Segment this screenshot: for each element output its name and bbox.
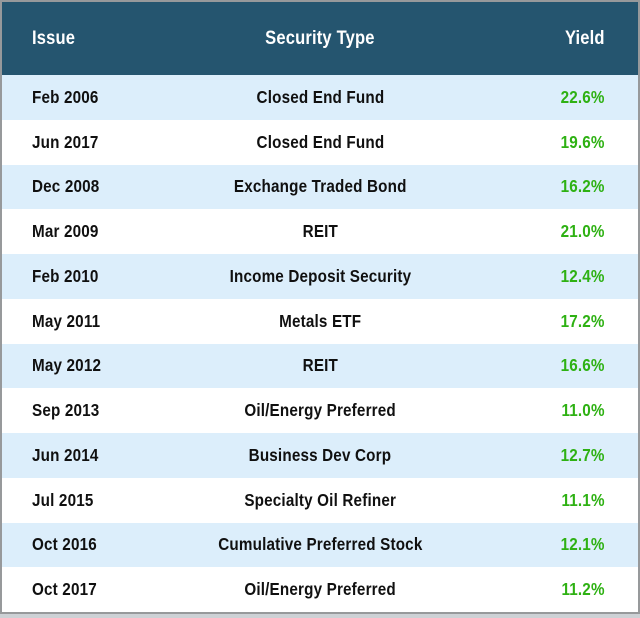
cell-security-type-text: Oil/Energy Preferred xyxy=(244,579,396,600)
cell-security-type-text: Business Dev Corp xyxy=(248,444,392,465)
cell-security-type: Oil/Energy Preferred xyxy=(187,579,453,600)
cell-security-type: Specialty Oil Refiner xyxy=(187,490,453,511)
cell-security-type-text: REIT xyxy=(302,355,338,376)
cell-yield-text: 11.0% xyxy=(561,400,605,421)
table-row: Jun 2017 Closed End Fund 19.6% xyxy=(2,119,638,165)
cell-issue: Oct 2017 xyxy=(2,579,187,600)
column-header-issue: Issue xyxy=(2,28,187,50)
cell-yield-text: 21.0% xyxy=(560,221,605,242)
cell-issue: Mar 2009 xyxy=(2,221,187,242)
cell-issue-text: Oct 2016 xyxy=(32,534,97,555)
cell-yield-text: 16.2% xyxy=(560,176,605,197)
cell-yield: 16.2% xyxy=(453,176,638,197)
cell-security-type: Closed End Fund xyxy=(187,87,453,108)
cell-security-type-text: Closed End Fund xyxy=(256,86,384,107)
table-row: Jun 2014 Business Dev Corp 12.7% xyxy=(2,433,638,478)
cell-security-type-text: Oil/Energy Preferred xyxy=(244,400,396,421)
column-header-security-type-label: Security Type xyxy=(265,27,375,49)
cell-yield-text: 11.2% xyxy=(561,579,605,600)
cell-yield: 11.0% xyxy=(453,400,638,421)
cell-yield-text: 12.4% xyxy=(560,265,605,286)
table-row: Feb 2010 Income Deposit Security 12.4% xyxy=(2,254,638,299)
cell-security-type-text: Metals ETF xyxy=(278,310,362,331)
cell-yield-text: 12.1% xyxy=(560,534,605,555)
table-row: Sep 2013 Oil/Energy Preferred 11.0% xyxy=(2,388,638,433)
cell-yield: 21.0% xyxy=(453,221,638,242)
cell-yield-text: 19.6% xyxy=(560,131,605,152)
cell-yield: 11.2% xyxy=(453,579,638,600)
cell-security-type: REIT xyxy=(187,221,453,242)
cell-yield: 16.6% xyxy=(453,355,638,376)
cell-security-type: Business Dev Corp xyxy=(187,445,453,466)
cell-yield: 19.6% xyxy=(453,132,638,153)
cell-issue: Sep 2013 xyxy=(2,400,187,421)
cell-issue-text: Feb 2006 xyxy=(32,86,99,107)
column-header-issue-label: Issue xyxy=(32,27,76,49)
cell-issue-text: Oct 2017 xyxy=(32,579,97,600)
cell-issue: Feb 2006 xyxy=(2,87,187,108)
column-header-security-type: Security Type xyxy=(187,28,453,50)
cell-security-type: REIT xyxy=(187,355,453,376)
cell-yield-text: 11.1% xyxy=(561,489,605,510)
cell-yield: 11.1% xyxy=(453,490,638,511)
table-row: Mar 2009 REIT 21.0% xyxy=(2,209,638,254)
cell-security-type-text: Specialty Oil Refiner xyxy=(244,489,396,510)
table-row: Oct 2016 Cumulative Preferred Stock 12.1% xyxy=(2,522,638,568)
cell-security-type-text: Income Deposit Security xyxy=(229,265,411,286)
cell-issue-text: Jun 2017 xyxy=(32,131,99,152)
cell-issue: Feb 2010 xyxy=(2,266,187,287)
cell-issue: Dec 2008 xyxy=(2,176,187,197)
cell-security-type: Metals ETF xyxy=(187,311,453,332)
cell-issue-text: Jun 2014 xyxy=(32,444,99,465)
cell-issue-text: May 2012 xyxy=(32,355,102,376)
cell-issue: Oct 2016 xyxy=(2,534,187,555)
cell-yield: 12.7% xyxy=(453,445,638,466)
cell-issue-text: Mar 2009 xyxy=(32,221,99,242)
cell-yield: 17.2% xyxy=(453,311,638,332)
table-header-row: Issue Security Type Yield xyxy=(2,2,638,75)
cell-issue: May 2011 xyxy=(2,311,187,332)
cell-issue-text: Jul 2015 xyxy=(32,489,94,510)
column-header-yield-label: Yield xyxy=(565,27,605,49)
table-row: Oct 2017 Oil/Energy Preferred 11.2% xyxy=(2,567,638,612)
cell-security-type: Cumulative Preferred Stock xyxy=(187,534,453,555)
table-row: Jul 2015 Specialty Oil Refiner 11.1% xyxy=(2,477,638,523)
cell-issue: May 2012 xyxy=(2,355,187,376)
column-header-yield: Yield xyxy=(453,28,638,50)
cell-security-type-text: Exchange Traded Bond xyxy=(233,176,407,197)
cell-security-type: Income Deposit Security xyxy=(187,266,453,287)
cell-yield-text: 17.2% xyxy=(560,310,605,331)
cell-security-type: Exchange Traded Bond xyxy=(187,176,453,197)
cell-yield-text: 22.6% xyxy=(560,86,605,107)
table-body: Feb 2006 Closed End Fund 22.6% Jun 2017 Clos… xyxy=(2,75,638,612)
cell-issue-text: Dec 2008 xyxy=(32,176,100,197)
cell-issue: Jul 2015 xyxy=(2,490,187,511)
table-row: Feb 2006 Closed End Fund 22.6% xyxy=(2,75,638,120)
cell-yield: 12.1% xyxy=(453,534,638,555)
table-row: May 2011 Metals ETF 17.2% xyxy=(2,298,638,344)
cell-security-type-text: Closed End Fund xyxy=(256,131,384,152)
cell-security-type-text: Cumulative Preferred Stock xyxy=(217,534,423,555)
table-row: May 2012 REIT 16.6% xyxy=(2,343,638,389)
cell-yield-text: 12.7% xyxy=(560,444,605,465)
cell-security-type-text: REIT xyxy=(302,221,338,242)
cell-issue-text: May 2011 xyxy=(32,310,101,331)
cell-yield: 22.6% xyxy=(453,87,638,108)
cell-yield-text: 16.6% xyxy=(560,355,605,376)
cell-issue-text: Feb 2010 xyxy=(32,265,99,286)
table-row: Dec 2008 Exchange Traded Bond 16.2% xyxy=(2,164,638,210)
cell-issue: Jun 2017 xyxy=(2,132,187,153)
cell-issue-text: Sep 2013 xyxy=(32,400,100,421)
cell-yield: 12.4% xyxy=(453,266,638,287)
cell-security-type: Closed End Fund xyxy=(187,132,453,153)
cell-issue: Jun 2014 xyxy=(2,445,187,466)
cell-security-type: Oil/Energy Preferred xyxy=(187,400,453,421)
